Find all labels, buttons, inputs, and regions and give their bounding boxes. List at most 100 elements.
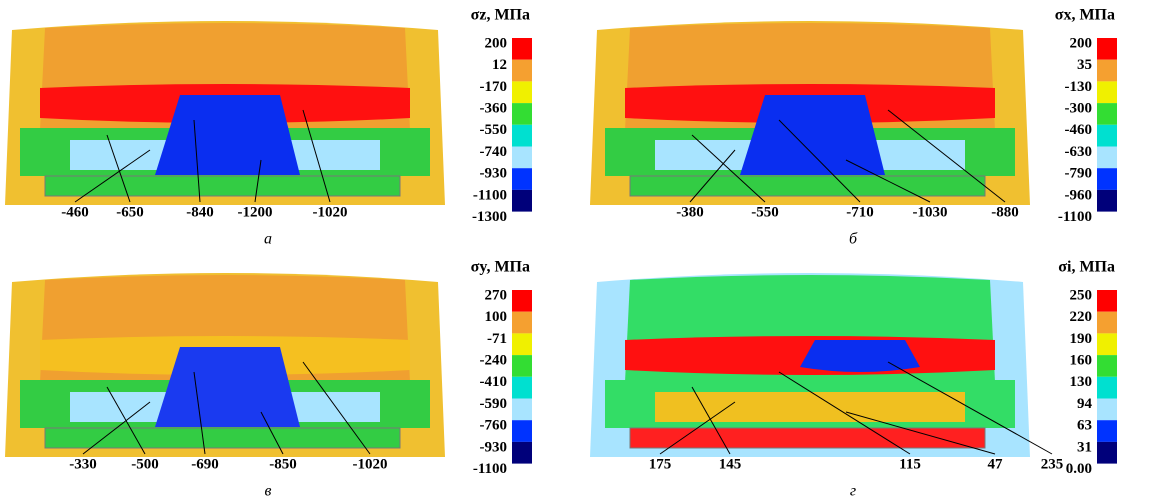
legend-swatch [1097,420,1117,442]
bottom-strip [45,428,400,448]
legend-label: 220 [1070,309,1093,325]
legend-swatch [1097,442,1117,464]
legend-label: -590 [480,396,508,412]
legend-label: 160 [1070,353,1093,369]
callout-label: -880 [991,204,1019,220]
legend-label: 31 [1077,439,1092,455]
legend-label: -1100 [473,461,507,477]
legend-swatch [512,377,532,399]
legend-label: -300 [1065,101,1093,117]
bottom-strip [630,176,985,196]
legend-label: -1100 [1058,209,1092,225]
callout-label: 235 [1041,456,1064,472]
panel: σy, МПа270100-71-240-410-590-760-930-110… [5,259,532,500]
legend-title: σi, МПа [1058,259,1115,276]
legend-label: 63 [1077,418,1092,434]
legend-label: 0.00 [1066,461,1092,477]
legend-swatch [1097,312,1117,334]
legend-label: -410 [480,374,508,390]
legend-swatch [1097,103,1117,125]
callout-label: -500 [131,456,159,472]
callout-label: -330 [69,456,97,472]
legend-label: 100 [485,309,508,325]
legend-label: -460 [1065,122,1093,138]
legend-label: -960 [1065,187,1093,203]
figure: σz, МПа 200 12 -170 -360 -550 -740 -930 -1100 -13… [0,0,1169,504]
callout-label: 47 [988,456,1004,472]
legend-title: σx, МПа [1055,7,1115,24]
legend-label: -930 [480,439,508,455]
legend-swatch [1097,168,1117,190]
legend-label: 250 [1070,287,1093,303]
legend-title: σy, МПа [471,259,530,276]
legend-title: σz, МПа [471,7,530,24]
legend-label: 200 [1070,35,1093,51]
callout-label: -650 [116,204,144,220]
panel: σx, МПа 200 35 -130 -300 -460 -630 -790 -960 -110… [590,7,1117,248]
legend-swatch [1097,190,1117,212]
callout-label: -690 [191,456,219,472]
legend-swatch [512,125,532,147]
legend-label: -630 [1065,144,1093,160]
caption: а [264,231,272,248]
center-shape [155,347,300,427]
legend-swatch [512,355,532,377]
legend-label: 190 [1070,331,1093,347]
caption: б [849,231,858,248]
legend-label: -130 [1065,79,1093,95]
legend-swatch [1097,81,1117,103]
legend-swatch [1097,377,1117,399]
legend-swatch [1097,38,1117,60]
legend-swatch [512,312,532,334]
legend-label: -1300 [472,209,507,225]
band-lower-inner [655,392,965,422]
center-shape [155,95,300,175]
legend-swatch [1097,290,1117,312]
legend-label: -930 [480,166,508,182]
legend-swatch [1097,125,1117,147]
legend-label: -360 [480,101,508,117]
legend-swatch [512,442,532,464]
legend-swatch [512,81,532,103]
callout-label: -1200 [238,204,273,220]
legend-label: -790 [1065,166,1093,182]
callout-label: -1020 [353,456,388,472]
callout-label: 115 [899,456,921,472]
caption: в [265,483,272,500]
legend-label: 200 [485,35,508,51]
center-shape [740,95,885,175]
legend-swatch [512,60,532,82]
legend-label: -760 [480,418,508,434]
callout-label: -710 [846,204,874,220]
callout-label: -460 [61,204,89,220]
callout-label: 175 [649,456,672,472]
legend-label: 94 [1077,396,1093,412]
legend-swatch [512,190,532,212]
callout-label: -1020 [313,204,348,220]
legend-label: -550 [480,122,508,138]
legend-swatch [1097,60,1117,82]
legend-swatch [512,333,532,355]
legend-swatch [512,168,532,190]
callout-label: -380 [676,204,704,220]
legend-label: -170 [480,79,508,95]
legend-swatch [512,399,532,421]
legend-swatch [512,38,532,60]
caption: г [850,483,856,500]
legend-swatch [1097,399,1117,421]
legend-swatch [1097,147,1117,169]
callout-label: -550 [751,204,779,220]
legend-swatch [1097,333,1117,355]
legend-swatch [512,147,532,169]
legend-label: 35 [1077,57,1092,73]
legend-label: -1100 [473,187,507,203]
panel: σz, МПа 200 12 -170 -360 -550 -740 -930 -1100 -13… [5,7,532,248]
legend-label: 270 [485,287,508,303]
center-shape [800,340,920,372]
legend-swatch [512,103,532,125]
legend-swatch [512,290,532,312]
legend-label: -740 [480,144,508,160]
legend-label: 12 [492,57,507,73]
legend-label: -240 [480,353,508,369]
